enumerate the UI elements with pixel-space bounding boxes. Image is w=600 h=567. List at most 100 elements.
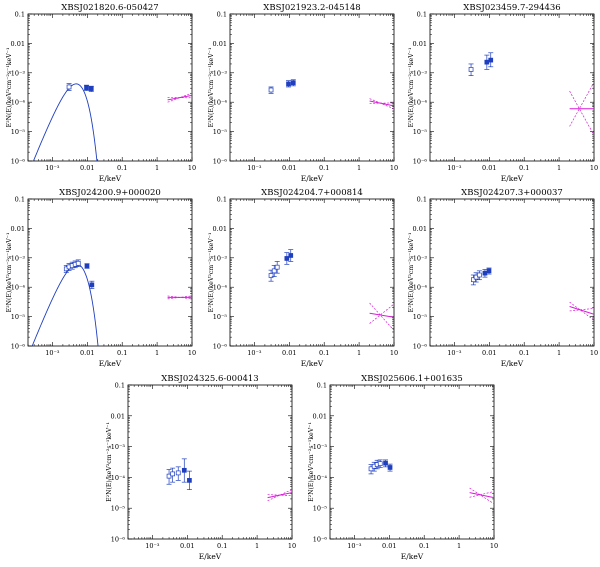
y-tick-label: 0.1: [217, 11, 227, 19]
x-tick-label: 1: [155, 349, 159, 357]
y-tick-label: 0.01: [11, 40, 25, 48]
data-point-filled: [483, 271, 487, 275]
x-tick-label: 10: [188, 349, 196, 357]
x-tick-label: 1: [255, 542, 259, 550]
x-tick-label: 0.01: [282, 349, 296, 357]
x-tick-label: 1: [557, 164, 561, 172]
xray-powerlaw: [470, 493, 494, 498]
data-point-filled: [487, 269, 491, 273]
x-tick-label: 0.01: [282, 164, 296, 172]
x-tick-label: 0.1: [419, 542, 429, 550]
chart-title: XBSJ024325.6-000413: [161, 374, 258, 384]
x-tick-label: 10: [188, 164, 196, 172]
x-tick-label: 0.1: [319, 349, 329, 357]
data-point-filled: [289, 253, 293, 257]
data-point-open: [275, 265, 279, 269]
x-axis-label: E/keV: [199, 552, 222, 561]
data-point-filled: [287, 82, 291, 86]
data-point-filled: [85, 264, 89, 268]
x-tick-label: 10⁻³: [347, 542, 362, 550]
data-point-filled: [90, 283, 94, 287]
y-tick-label: 0.01: [413, 40, 427, 48]
plot-frame: [230, 14, 394, 161]
y-tick-label: 0.1: [417, 11, 427, 19]
y-axis-label: E²N(E)/keV²cm⁻²s⁻¹keV⁻¹: [408, 233, 415, 313]
plot-frame: [230, 199, 394, 346]
x-tick-label: 10⁻³: [45, 164, 60, 172]
chart-title: XBSJ024207.3+000037: [461, 188, 563, 198]
y-tick-label: 10⁻⁵: [413, 128, 428, 136]
y-tick-label: 0.01: [313, 412, 327, 420]
data-point-filled: [285, 256, 289, 260]
y-tick-label: 10⁻⁵: [11, 313, 26, 321]
data-point-filled: [187, 478, 191, 482]
x-tick-label: 0.1: [519, 349, 529, 357]
y-tick-label: 10⁻⁵: [413, 313, 428, 321]
y-tick-label: 0.1: [217, 196, 227, 204]
x-tick-label: 10⁻³: [45, 349, 60, 357]
plot-area: [369, 460, 494, 504]
plot-area: [269, 80, 394, 109]
x-axis-label: E/keV: [501, 174, 524, 183]
x-tick-label: 10⁻³: [447, 349, 462, 357]
x-tick-label: 1: [155, 164, 159, 172]
x-tick-label: 0.01: [80, 349, 94, 357]
y-tick-label: 0.1: [15, 196, 25, 204]
y-tick-label: 10⁻⁶: [413, 343, 428, 351]
x-tick-label: 10⁻³: [447, 164, 462, 172]
chart-title: XBSJ023459.7-294436: [463, 3, 560, 13]
x-tick-label: 0.01: [482, 349, 496, 357]
data-point-filled: [384, 461, 388, 465]
plot-frame: [128, 385, 292, 539]
x-axis-label: E/keV: [99, 359, 122, 368]
y-tick-label: 10⁻⁵: [213, 313, 228, 321]
data-point-filled: [485, 60, 489, 64]
data-point-open: [171, 472, 175, 476]
x-tick-label: 10: [490, 542, 498, 550]
xray-band: [570, 302, 594, 320]
x-tick-label: 0.1: [217, 542, 227, 550]
data-point-open: [67, 85, 71, 89]
chart-title: XBSJ024204.7+000814: [261, 188, 363, 198]
x-tick-label: 10⁻³: [247, 164, 262, 172]
x-tick-label: 10⁻³: [247, 349, 262, 357]
xray-band: [570, 82, 594, 126]
y-tick-label: 10⁻⁶: [313, 536, 328, 544]
plot-area: [167, 459, 292, 501]
y-tick-label: 0.1: [115, 382, 125, 390]
y-tick-label: 10⁻⁶: [111, 536, 126, 544]
data-point-open: [176, 471, 180, 475]
x-tick-label: 0.01: [180, 542, 194, 550]
y-tick-label: 10⁻⁵: [313, 505, 328, 513]
plot-frame: [330, 385, 494, 539]
x-axis-label: E/keV: [301, 174, 324, 183]
x-tick-label: 0.1: [117, 164, 127, 172]
plot-area: [469, 53, 594, 135]
data-point-filled: [89, 87, 93, 91]
y-tick-label: 10⁻⁶: [11, 343, 26, 351]
x-axis-label: E/keV: [501, 359, 524, 368]
y-tick-label: 0.01: [11, 225, 25, 233]
data-point-open: [76, 261, 80, 265]
chart-title: XBSJ024200.9+000020: [59, 188, 161, 198]
y-tick-label: 0.01: [413, 225, 427, 233]
x-tick-label: 10: [288, 542, 296, 550]
y-axis-label: E²N(E)/keV²cm⁻²s⁻¹keV⁻¹: [6, 233, 13, 313]
plot-area: [269, 250, 394, 331]
panel-4: XBSJ024200.9+000020 10⁻³ 0.01 0.1 1 10 E/keV 10…: [6, 188, 196, 368]
data-point-open: [477, 273, 481, 277]
y-tick-label: 0.01: [213, 225, 227, 233]
x-tick-label: 0.1: [519, 164, 529, 172]
plot-frame: [430, 14, 594, 161]
x-axis-label: E/keV: [301, 359, 324, 368]
plot-frame: [28, 199, 192, 346]
data-point-filled: [388, 465, 392, 469]
y-axis-label: E²N(E)/keV²cm⁻²s⁻¹keV⁻¹: [6, 48, 13, 128]
